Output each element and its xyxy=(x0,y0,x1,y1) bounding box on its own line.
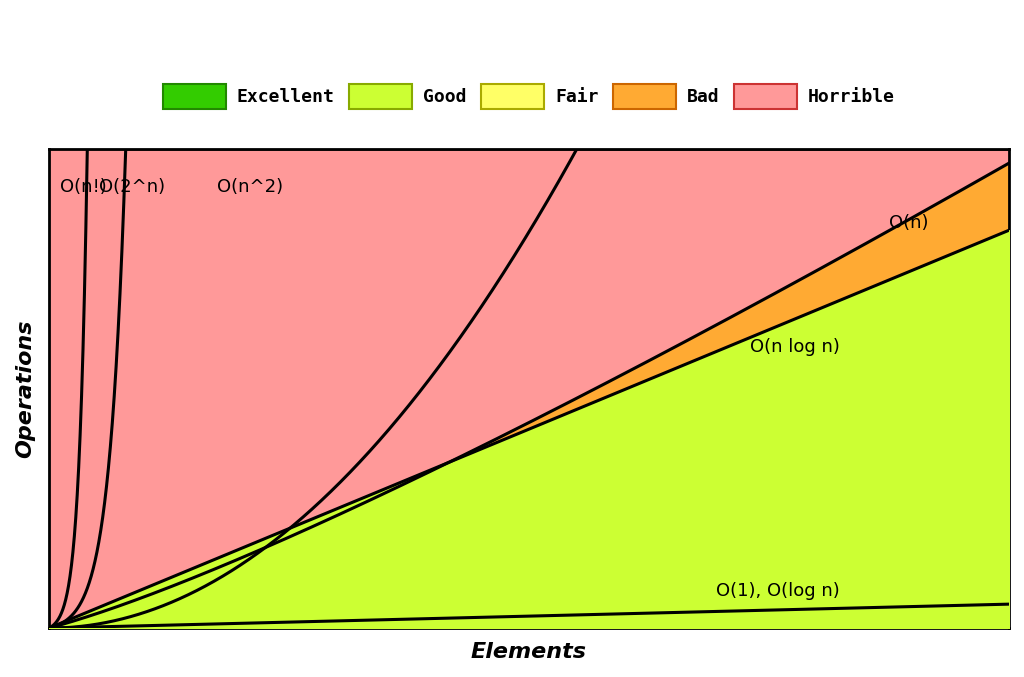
Text: O(n!): O(n!) xyxy=(60,177,108,196)
Text: O(2^n): O(2^n) xyxy=(98,177,165,196)
Text: O(n^2): O(n^2) xyxy=(217,177,283,196)
Y-axis label: Operations: Operations xyxy=(15,319,35,458)
Text: O(1), O(log n): O(1), O(log n) xyxy=(716,582,840,600)
X-axis label: Elements: Elements xyxy=(471,642,587,662)
Text: O(n log n): O(n log n) xyxy=(750,338,840,357)
Text: O(n): O(n) xyxy=(889,214,929,232)
Legend: Excellent, Good, Fair, Bad, Horrible: Excellent, Good, Fair, Bad, Horrible xyxy=(156,77,902,116)
